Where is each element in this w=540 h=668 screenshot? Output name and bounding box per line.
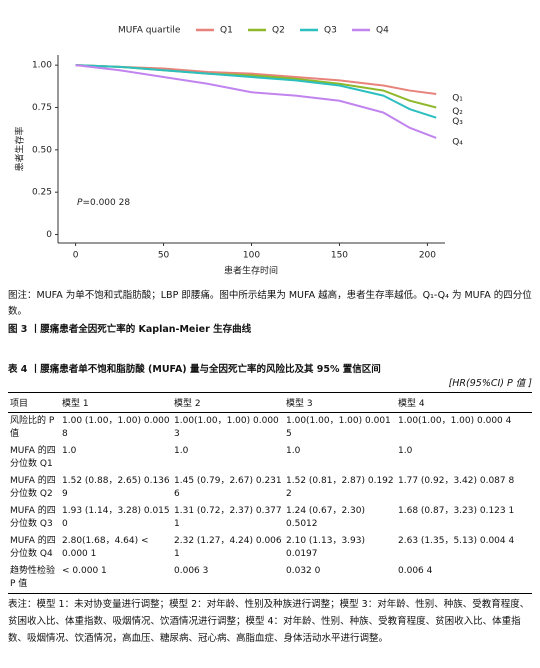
table-cell: 1.68 (0.87，3.23) 0.123 1 xyxy=(398,506,515,516)
table-cell: 1.31 (0.72，2.37) 0.377 1 xyxy=(174,506,282,529)
table-cell: MUFA 的四分位数 Q1 xyxy=(10,446,56,469)
x-axis-title: 患者生存时间 xyxy=(224,265,278,277)
annotation-text: =0.000 28 xyxy=(82,198,130,208)
table-cell: 1.00(1.00，1.00) 0.000 3 xyxy=(174,416,279,439)
x-tick-label: 100 xyxy=(243,251,260,261)
table-cell: 1.00(1.00，1.00) 0.000 4 xyxy=(398,416,512,426)
table-title: 表 4 丨腰痛患者单不饱和脂肪酸 (MUFA) 量与全因死亡率的风险比及其 95… xyxy=(8,364,381,375)
table-cell: 1.0 xyxy=(398,446,413,456)
table-cell: 1.00(1.00，1.00) 0.001 5 xyxy=(286,416,391,439)
table-cell: < 0.000 1 xyxy=(60,563,172,594)
x-tick-label: 50 xyxy=(158,251,170,261)
figure-note: 图注：MUFA 为单不饱和式脂肪酸；LBP 即腰痛。图中所示结果为 MUFA 越… xyxy=(8,290,532,317)
table-cell: 趋势性检验 P 值 xyxy=(8,563,60,594)
table-cell: 1.0 xyxy=(286,446,301,456)
y-tick-label: 0.50 xyxy=(32,145,52,155)
y-tick-label: 0.75 xyxy=(32,103,52,113)
table-cell: 1.00 (1.00，1.00) 0.000 8 xyxy=(62,416,170,439)
table-row: 风险比的 P 值 1.00 (1.00，1.00) 0.000 8 1.00(1.0… xyxy=(8,413,532,444)
legend-label: Q2 xyxy=(272,26,285,36)
x-tick-label: 0 xyxy=(73,251,79,261)
table-cell: 2.63 (1.35，5.13) 0.004 4 xyxy=(398,536,515,546)
header-row: 项目 模型 1 模型 2 模型 3 模型 4 xyxy=(8,392,532,413)
table-cell: 0.006 4 xyxy=(396,563,532,594)
table-cell: 风险比的 P 值 xyxy=(10,416,55,439)
table-cell: 1.45 (0.79，2.67) 0.231 6 xyxy=(174,476,282,499)
y-tick-label: 1.00 xyxy=(32,61,52,71)
figure-caption: 图 3 丨腰痛患者全因死亡率的 Kaplan-Meier 生存曲线 xyxy=(8,324,252,335)
end-label: Q₄ xyxy=(452,137,463,147)
header-cell: 项目 xyxy=(8,392,60,413)
km-chart: MUFA quartile 患者生存率 患者生存时间 P=0.000 28 0 0… xyxy=(14,26,464,277)
annotation: P=0.000 28 xyxy=(77,198,130,208)
table-cell: MUFA 的四分位数 Q4 xyxy=(10,536,56,559)
legend-title: MUFA quartile xyxy=(118,26,181,36)
x-tick-label: 150 xyxy=(331,251,348,261)
end-label: Q₃ xyxy=(452,117,463,127)
header-cell: 模型 2 xyxy=(172,392,284,413)
table-cell: 2.10 (1.13，3.93) 0.0197 xyxy=(286,536,366,559)
table-cell: 1.24 (0.67，2.30) 0.5012 xyxy=(286,506,366,529)
table-cell: 1.52 (0.81，2.87) 0.192 2 xyxy=(286,476,394,499)
header-cell: 模型 3 xyxy=(284,392,396,413)
survival-curve xyxy=(75,64,437,119)
header-cell: 模型 1 xyxy=(60,392,172,413)
table-row: 趋势性检验 P 值 < 0.000 1 0.006 3 0.032 0 0.006 4 xyxy=(8,563,532,594)
y-axis-title: 患者生存率 xyxy=(14,126,26,171)
table-row: MUFA 的四分位数 Q3 1.93 (1.14，3.28) 0.015 0 1.3… xyxy=(8,503,532,533)
table-cell: 1.77 (0.92，3.42) 0.087 8 xyxy=(398,476,515,486)
table-unit: [HR(95%CI) P 值 ] xyxy=(448,378,532,389)
table-cell: 1.0 xyxy=(62,446,77,456)
table-cell: 0.032 0 xyxy=(284,563,396,594)
table-cell: 0.006 3 xyxy=(172,563,284,594)
table-note: 表注：模型 1：未对协变量进行调整；模型 2：对年龄、性别及种族进行调整；模型 … xyxy=(8,599,530,644)
table-cell: 2.80(1.68，4.64) < 0.000 1 xyxy=(62,536,149,559)
table-row: MUFA 的四分位数 Q4 2.80(1.68，4.64) < 0.000 1 2.… xyxy=(8,533,532,563)
table-cell: 2.32 (1.27，4.24) 0.006 1 xyxy=(174,536,282,559)
end-label: Q₁ xyxy=(452,93,463,103)
annotation-p: P xyxy=(77,198,83,208)
legend-label: Q3 xyxy=(324,26,337,36)
legend-label: Q4 xyxy=(376,26,389,36)
results-table: 项目 模型 1 模型 2 模型 3 模型 4 风险比的 P 值 1.00 (1.00，1.… xyxy=(8,392,532,594)
table-row: MUFA 的四分位数 Q2 1.52 (0.88，2.65) 0.136 9 1.4… xyxy=(8,473,532,503)
survival-curve xyxy=(75,64,437,139)
end-label: Q₂ xyxy=(452,107,463,117)
legend-label: Q1 xyxy=(220,26,233,36)
x-tick-label: 200 xyxy=(419,251,436,261)
table-cell: MUFA 的四分位数 Q3 xyxy=(10,506,56,529)
header-cell: 模型 4 xyxy=(396,392,532,413)
table-row: MUFA 的四分位数 Q1 1.0 1.0 1.0 1.0 xyxy=(8,443,532,473)
table-cell: MUFA 的四分位数 Q2 xyxy=(10,476,56,499)
table-cell: 1.0 xyxy=(174,446,189,456)
y-tick-label: 0 xyxy=(46,230,52,240)
table-cell: 1.93 (1.14，3.28) 0.015 0 xyxy=(62,506,170,529)
y-tick-label: 0.25 xyxy=(32,188,52,198)
table-cell: 1.52 (0.88，2.65) 0.136 9 xyxy=(62,476,170,499)
